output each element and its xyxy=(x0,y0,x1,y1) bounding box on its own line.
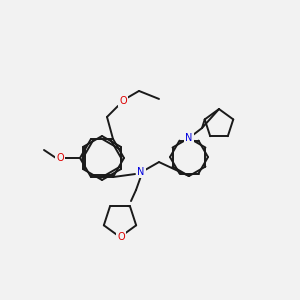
Text: O: O xyxy=(56,153,64,163)
Text: O: O xyxy=(117,232,125,242)
Text: N: N xyxy=(137,167,145,177)
Text: O: O xyxy=(119,96,127,106)
Text: N: N xyxy=(185,133,193,143)
